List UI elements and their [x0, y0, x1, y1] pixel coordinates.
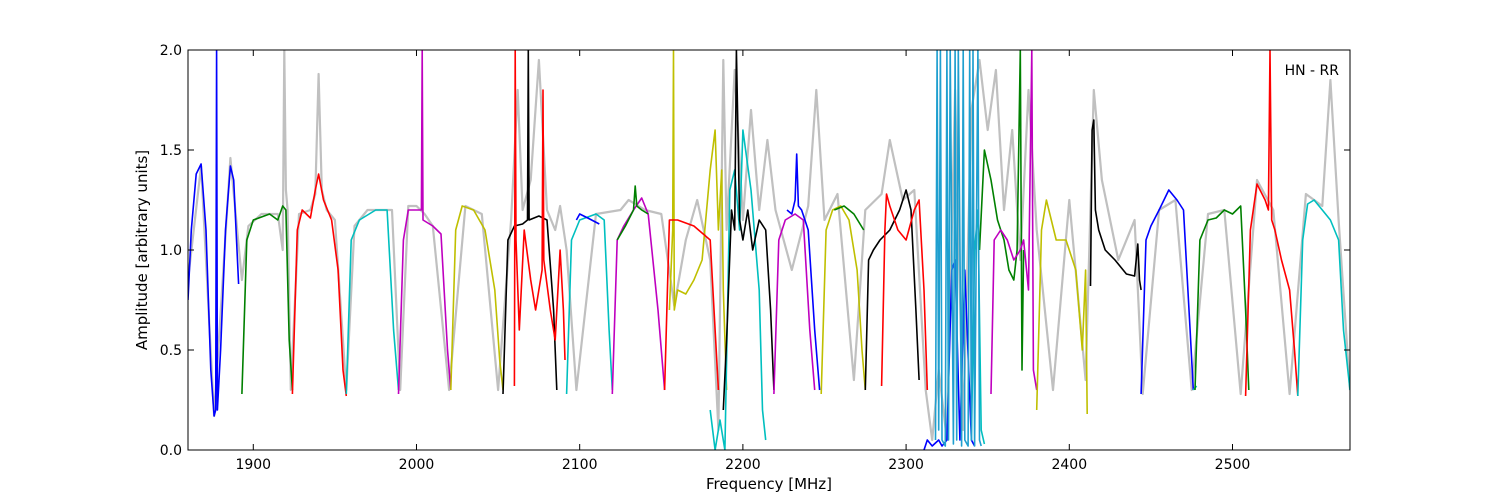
- x-tick-label: 2200: [725, 457, 761, 473]
- plot-background: [188, 50, 1350, 450]
- series-line-30: [1194, 205, 1250, 391]
- y-tick-label: 1.0: [160, 243, 182, 259]
- series-line-25: [990, 50, 1038, 395]
- series-line-32: [1297, 199, 1350, 397]
- x-tick-label: 2300: [888, 457, 924, 473]
- x-tick-label: 1900: [235, 457, 271, 473]
- annotation-label: HN - RR: [1285, 63, 1340, 79]
- x-tick-label: 2400: [1051, 457, 1087, 473]
- series-line-15: [722, 50, 775, 411]
- y-tick-label: 0.5: [160, 343, 182, 359]
- x-axis-label: Frequency [MHz]: [706, 475, 832, 493]
- series-line-14: [709, 129, 767, 450]
- series-line-24: [978, 50, 1025, 371]
- series-line-16: [773, 213, 816, 395]
- series-line-26: [1035, 199, 1088, 415]
- series-line-12: [668, 50, 728, 391]
- y-tick-label: 2.0: [160, 43, 182, 59]
- series-line-31: [1244, 50, 1299, 397]
- series-line-13: [663, 219, 720, 391]
- series-line-27: [1089, 119, 1142, 291]
- series-line-4: [397, 50, 452, 395]
- y-tick-label: 1.5: [160, 143, 182, 159]
- series-line-11: [616, 185, 649, 241]
- series-line-2: [291, 173, 348, 397]
- series-line-19: [833, 205, 865, 231]
- series-line-7: [513, 50, 566, 387]
- series-line-18: [820, 205, 867, 395]
- series-line-0: [188, 50, 240, 417]
- y-tick-label: 0.0: [160, 443, 182, 459]
- x-tick-label: 2500: [1215, 457, 1251, 473]
- series-line-8: [565, 213, 614, 395]
- x-tick-label: 2100: [562, 457, 598, 473]
- series-line-3: [345, 209, 400, 395]
- series-line-6: [502, 50, 558, 395]
- series-line-1: [241, 205, 294, 395]
- series-line-17: [786, 153, 821, 391]
- series-line-28: [1140, 189, 1195, 395]
- y-axis-label: Amplitude [arbitrary units]: [133, 150, 151, 350]
- series-line-5: [450, 205, 504, 391]
- series-line-9: [575, 213, 600, 225]
- series-line-21: [880, 193, 929, 391]
- series-line-33: [934, 50, 982, 447]
- x-tick-label: 2000: [399, 457, 435, 473]
